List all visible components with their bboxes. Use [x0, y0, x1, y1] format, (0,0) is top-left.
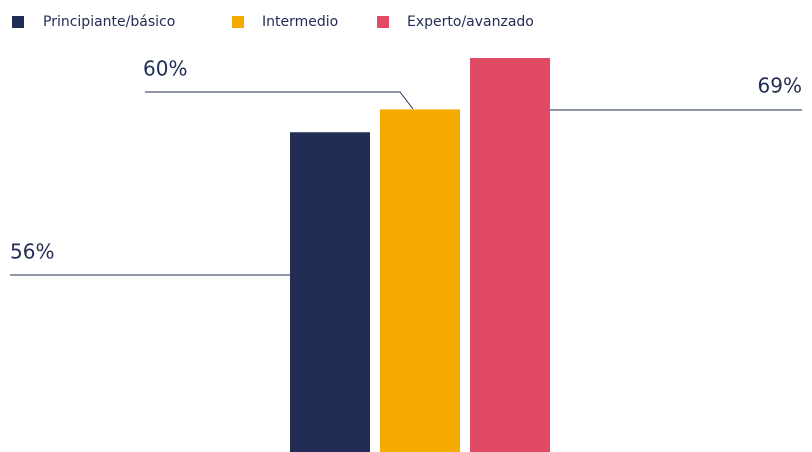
leader-line [145, 91, 414, 110]
bar [380, 109, 460, 452]
legend-swatch [232, 16, 244, 28]
legend-swatch [377, 16, 389, 28]
value-label: 60% [143, 57, 187, 81]
value-label: 69% [758, 74, 802, 98]
legend-label: Principiante/básico [43, 14, 175, 30]
bar [290, 132, 370, 452]
bar [470, 58, 550, 452]
value-label: 56% [10, 240, 54, 264]
legend-label: Experto/avanzado [407, 14, 534, 30]
legend-swatch [12, 16, 24, 28]
legend-label: Intermedio [262, 14, 338, 30]
